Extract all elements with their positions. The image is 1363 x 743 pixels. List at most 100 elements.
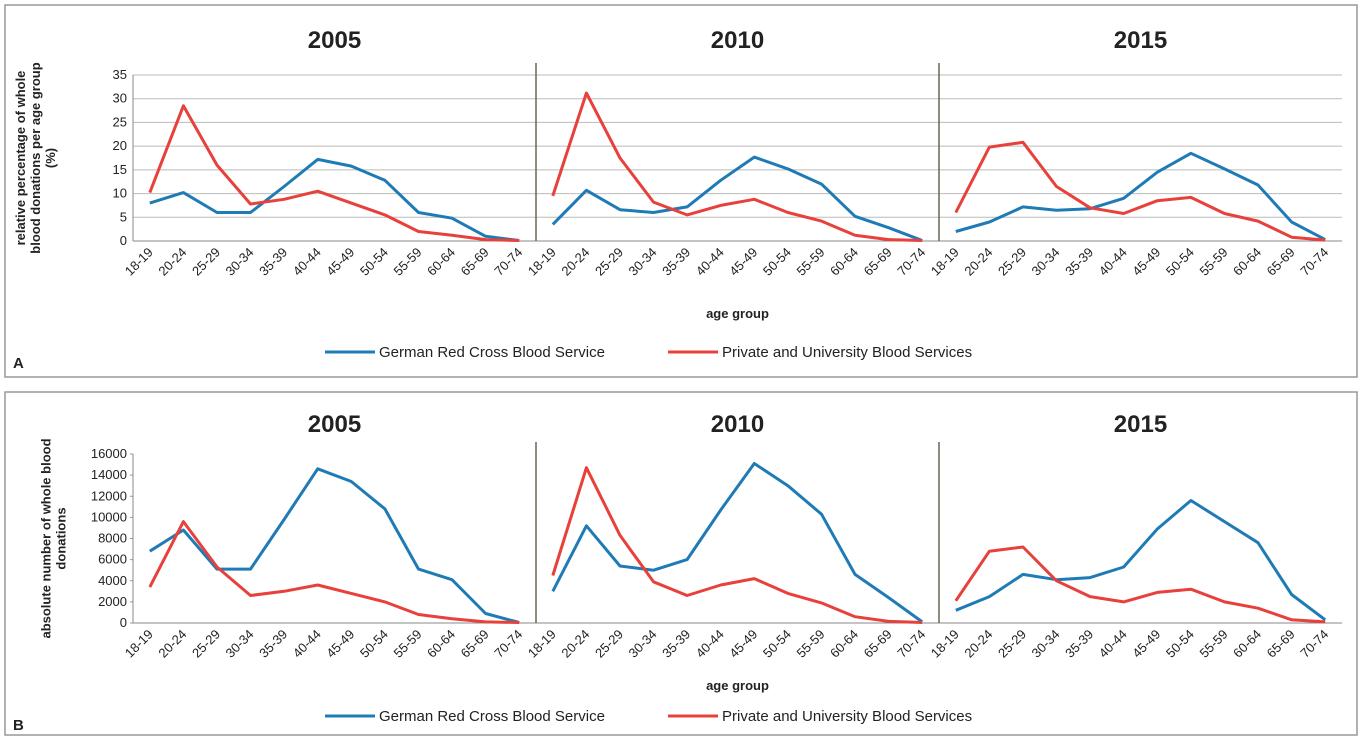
- x-tick-label: 18-19: [525, 245, 559, 279]
- x-tick-label: 60-64: [424, 627, 458, 661]
- x-tick-label: 55-59: [1196, 245, 1230, 279]
- x-tick-label: 70-74: [1297, 245, 1331, 279]
- x-tick-label: 60-64: [1230, 627, 1264, 661]
- x-tick-label: 45-49: [1129, 627, 1163, 661]
- panel-frame: [4, 4, 1358, 378]
- x-tick-label: 20-24: [558, 627, 592, 661]
- x-tick-label: 40-44: [693, 627, 727, 661]
- y-tick-label: 10000: [91, 509, 127, 524]
- x-tick-label: 45-49: [726, 245, 760, 279]
- y-tick-label: 30: [113, 91, 127, 106]
- x-tick-label: 30-34: [1029, 627, 1063, 661]
- x-tick-label: 20-24: [155, 245, 189, 279]
- x-tick-label: 45-49: [323, 627, 357, 661]
- panel-label: A: [13, 355, 24, 372]
- legend-label: Private and University Blood Services: [722, 708, 972, 725]
- x-tick-label: 18-19: [928, 627, 962, 661]
- chart-title: 2010: [711, 27, 764, 54]
- data-line: [955, 151, 1326, 241]
- x-tick-label: 40-44: [290, 627, 324, 661]
- data-line: [148, 520, 520, 624]
- y-tick-label: 12000: [91, 488, 127, 503]
- x-tick-label: 25-29: [189, 245, 223, 279]
- legend-label: Private and University Blood Services: [722, 344, 972, 361]
- x-tick-label: 65-69: [861, 245, 895, 279]
- x-tick-label: 60-64: [827, 627, 861, 661]
- data-line: [954, 545, 1326, 624]
- y-axis-label: (%): [43, 148, 58, 168]
- y-tick-label: 0: [120, 233, 127, 248]
- x-tick-label: 65-69: [458, 627, 492, 661]
- x-tick-label: 30-34: [626, 245, 660, 279]
- y-tick-label: 15: [113, 162, 127, 177]
- y-axis-label: blood donations per age group: [28, 62, 43, 253]
- x-tick-label: 25-29: [189, 627, 223, 661]
- x-tick-label: 65-69: [458, 245, 492, 279]
- data-line: [148, 104, 520, 242]
- legend-label: German Red Cross Blood Service: [379, 708, 605, 725]
- x-tick-label: 45-49: [323, 245, 357, 279]
- x-tick-label: 35-39: [1062, 627, 1096, 661]
- x-tick-label: 60-64: [424, 245, 458, 279]
- x-tick-label: 50-54: [357, 627, 391, 661]
- x-tick-label: 50-54: [357, 245, 391, 279]
- x-tick-label: 50-54: [760, 627, 794, 661]
- x-tick-label: 70-74: [491, 245, 525, 279]
- x-tick-label: 25-29: [995, 627, 1029, 661]
- x-tick-label: 30-34: [1029, 245, 1063, 279]
- x-tick-label: 55-59: [793, 627, 827, 661]
- x-tick-label: 60-64: [827, 245, 861, 279]
- y-tick-label: 35: [113, 67, 127, 82]
- x-axis-label: age group: [706, 306, 769, 321]
- data-line: [954, 140, 1326, 242]
- x-tick-label: 65-69: [1264, 245, 1298, 279]
- y-tick-label: 4000: [98, 573, 127, 588]
- y-tick-label: 8000: [98, 531, 127, 546]
- x-tick-label: 20-24: [961, 245, 995, 279]
- y-tick-label: 2000: [98, 594, 127, 609]
- y-tick-label: 14000: [91, 467, 127, 482]
- x-axis-label: age group: [706, 678, 769, 693]
- y-tick-label: 20: [113, 138, 127, 153]
- x-tick-label: 25-29: [592, 627, 626, 661]
- x-tick-label: 30-34: [626, 627, 660, 661]
- x-tick-label: 40-44: [693, 245, 727, 279]
- x-tick-label: 55-59: [390, 627, 424, 661]
- x-tick-label: 50-54: [1163, 627, 1197, 661]
- x-tick-label: 18-19: [928, 245, 962, 279]
- data-line: [148, 467, 520, 624]
- y-tick-label: 25: [113, 114, 127, 129]
- x-tick-label: 40-44: [290, 245, 324, 279]
- chart-title: 2015: [1114, 411, 1167, 438]
- x-tick-label: 65-69: [1264, 627, 1298, 661]
- x-tick-label: 40-44: [1096, 627, 1130, 661]
- x-tick-label: 55-59: [793, 245, 827, 279]
- data-line: [149, 157, 520, 242]
- x-tick-label: 35-39: [659, 627, 693, 661]
- x-tick-label: 18-19: [525, 627, 559, 661]
- y-tick-label: 10: [113, 186, 127, 201]
- x-tick-label: 40-44: [1096, 245, 1130, 279]
- x-tick-label: 70-74: [1297, 627, 1331, 661]
- y-tick-label: 5: [120, 209, 127, 224]
- chart-title: 2015: [1114, 27, 1167, 54]
- y-tick-label: 0: [120, 615, 127, 630]
- x-tick-label: 45-49: [1129, 245, 1163, 279]
- x-tick-label: 25-29: [995, 245, 1029, 279]
- x-tick-label: 35-39: [256, 245, 290, 279]
- panel-label: B: [13, 717, 24, 734]
- x-tick-label: 20-24: [558, 245, 592, 279]
- data-line: [551, 155, 923, 242]
- y-axis-label: donations: [54, 507, 69, 569]
- data-line: [551, 466, 923, 624]
- x-tick-label: 55-59: [1196, 627, 1230, 661]
- chart-title: 2010: [711, 411, 764, 438]
- x-tick-label: 50-54: [760, 245, 794, 279]
- y-tick-label: 6000: [98, 552, 127, 567]
- x-tick-label: 65-69: [861, 627, 895, 661]
- x-tick-label: 70-74: [894, 627, 928, 661]
- x-tick-label: 30-34: [223, 245, 257, 279]
- chart-title: 2005: [308, 27, 361, 54]
